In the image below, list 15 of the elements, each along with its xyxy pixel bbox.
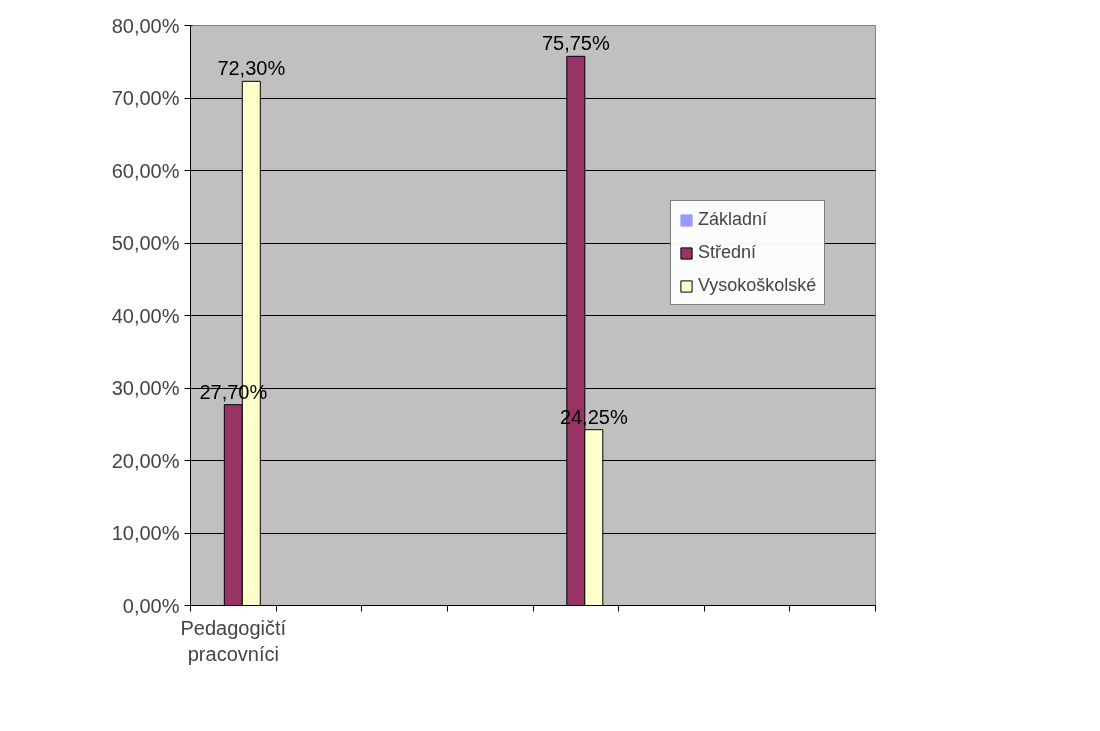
y-tick-label: 0,00%: [122, 594, 180, 617]
legend-label: Základní: [698, 209, 768, 230]
y-tick-label: 70,00%: [111, 87, 180, 109]
y-tick-label: 80,00%: [111, 14, 180, 37]
y-tick-label: 50,00%: [111, 232, 180, 254]
y-tick-label: 10,00%: [111, 522, 180, 544]
y-tick-label: 60,00%: [111, 159, 180, 182]
legend-label: Střední: [698, 242, 757, 263]
data-label: 72,30%: [217, 57, 286, 80]
y-tick-label: 30,00%: [111, 377, 180, 399]
y-tick-label: 40,00%: [111, 304, 180, 327]
x-tick-label: Pedagogičtí pracovníci: [180, 616, 287, 665]
legend-label: Vysokoškolské: [698, 275, 817, 296]
data-label: 75,75%: [541, 32, 610, 55]
y-tick-label: 20,00%: [111, 449, 180, 472]
